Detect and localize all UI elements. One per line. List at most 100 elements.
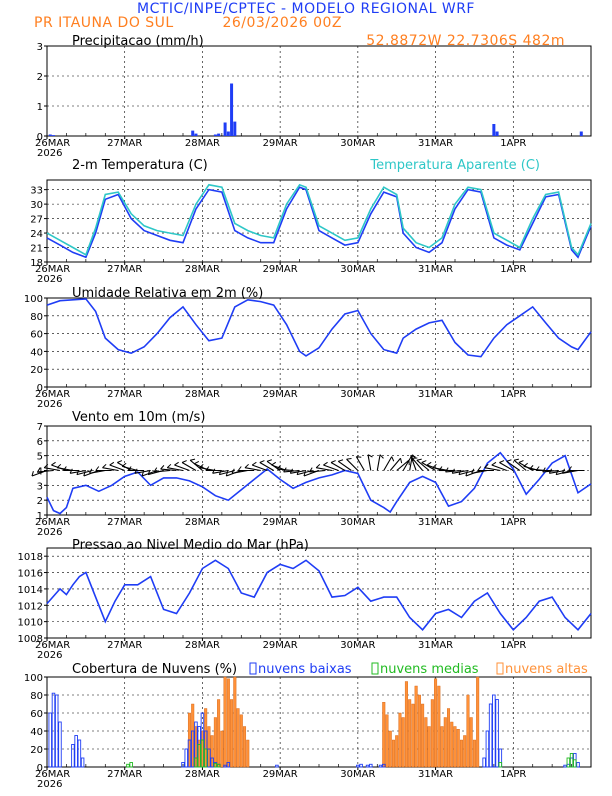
cloud-bar-nuvens-altas — [476, 677, 479, 767]
x-tick-label: 1APR — [500, 640, 526, 651]
y-tick-label: 100 — [24, 294, 43, 305]
x-tick-label: 29MAR — [263, 517, 298, 528]
cloud-bar-nuvens-altas — [221, 731, 224, 767]
y-tick-label: 7 — [37, 422, 43, 433]
wind-barb-flag — [492, 462, 496, 465]
precip-bar — [217, 134, 220, 136]
cloud-bar-nuvens-altas — [441, 727, 444, 768]
wind-barb-flag — [392, 457, 394, 462]
cloud-bar-nuvens-altas — [237, 709, 240, 768]
x-tick-label: 31MAR — [418, 517, 453, 528]
cloud-legend-label: nuvens medias — [380, 662, 479, 677]
cloud-bar-nuvens-altas — [412, 704, 415, 767]
x-tick-label: 28MAR — [185, 769, 220, 780]
precip-title: Precipitacao (mm/h) — [72, 34, 204, 49]
wind-barb-flag — [356, 457, 361, 458]
clouds-title: Cobertura de Nuvens (%) — [72, 662, 237, 677]
cloud-bar-nuvens-altas — [389, 731, 392, 767]
wind-barb — [368, 455, 371, 471]
year-label: 2026 — [37, 399, 62, 410]
cloud-bar-nuvens-medias — [574, 760, 577, 767]
cloud-bar-nuvens-altas — [246, 740, 249, 767]
cloud-bar-nuvens-altas — [399, 713, 402, 767]
cloud-bar-nuvens-baixas — [276, 765, 279, 767]
wind-barb-flag — [499, 461, 504, 463]
precip-bar — [52, 135, 55, 136]
wind-barb — [356, 457, 364, 471]
wind-barb-flag — [245, 464, 249, 467]
y-tick-label: 20 — [30, 365, 43, 376]
precip-bar — [492, 124, 495, 136]
cloud-legend-swatch — [250, 663, 256, 674]
cloud-bar-nuvens-altas — [467, 695, 470, 767]
cloud-bar-nuvens-altas — [392, 740, 395, 767]
cloud-bar-nuvens-altas — [405, 682, 408, 768]
cloud-bar-nuvens-altas — [434, 679, 437, 767]
cloud-bar-nuvens-baixas — [55, 695, 58, 767]
cloud-bar-nuvens-baixas — [72, 745, 75, 768]
wind-barb-flag — [238, 467, 241, 471]
cloud-bar-nuvens-altas — [402, 718, 405, 768]
x-tick-label: 1APR — [500, 389, 526, 400]
cloud-bar-nuvens-baixas — [366, 765, 369, 767]
wind-barb-flag — [478, 467, 481, 471]
clouds-frame — [47, 677, 591, 767]
precip-bar — [49, 135, 52, 137]
cloud-bar-nuvens-altas — [415, 686, 418, 767]
y-tick-label: 80 — [30, 691, 43, 702]
y-tick-label: 5 — [37, 452, 43, 463]
cloud-bar-nuvens-altas — [408, 700, 411, 768]
cloud-bar-nuvens-altas — [470, 718, 473, 768]
cloud-bar-nuvens-baixas — [379, 765, 382, 767]
rh-title: Umidade Relativa em 2m (%) — [72, 286, 263, 301]
y-tick-label: 3 — [37, 42, 43, 53]
y-tick-label: 1 — [37, 102, 43, 113]
x-tick-label: 31MAR — [418, 138, 453, 149]
x-tick-label: 30MAR — [340, 640, 375, 651]
y-tick-label: 1008 — [18, 634, 43, 645]
cloud-legend-label: nuvens baixas — [258, 662, 352, 677]
y-tick-label: 60 — [30, 709, 43, 720]
rh-series-line — [47, 299, 591, 357]
y-tick-label: 0 — [37, 763, 43, 774]
cloud-bar-nuvens-altas — [386, 715, 389, 767]
wind-barb-flag — [380, 455, 383, 459]
cloud-bar-nuvens-medias — [130, 763, 133, 768]
y-tick-label: 1014 — [18, 585, 43, 596]
coordinates: 52.8872W 22.7306S 482m — [366, 33, 565, 49]
cloud-bar-nuvens-altas — [230, 700, 233, 768]
apparent-temp-legend: Temperatura Aparente (C) — [369, 158, 540, 173]
y-tick-label: 30 — [30, 200, 43, 211]
temp-title: 2-m Temperatura (C) — [72, 158, 208, 173]
wind-barb-flag — [96, 467, 99, 471]
wind-barb-flag — [417, 459, 422, 460]
x-tick-label: 27MAR — [107, 517, 142, 528]
y-tick-label: 80 — [30, 312, 43, 323]
year-label: 2026 — [37, 148, 62, 159]
run-date: 26/03/2026 00Z — [222, 15, 342, 31]
wind-barb-flag — [252, 462, 256, 465]
wind-barb-flag — [182, 461, 187, 463]
y-tick-label: 100 — [24, 673, 43, 684]
x-tick-label: 28MAR — [185, 138, 220, 149]
wind-barb-flag — [272, 462, 276, 465]
y-tick-label: 1010 — [18, 618, 43, 629]
wind-barb-flag — [102, 464, 106, 467]
wind-barb — [384, 457, 392, 471]
cloud-bar-nuvens-altas — [450, 722, 453, 767]
cloud-bar-nuvens-baixas — [59, 722, 62, 767]
y-tick-label: 0 — [37, 132, 43, 143]
x-tick-label: 29MAR — [263, 769, 298, 780]
year-label: 2026 — [37, 274, 62, 285]
year-label: 2026 — [37, 650, 62, 661]
cloud-bar-nuvens-baixas — [52, 693, 55, 767]
cloud-bar-nuvens-baixas — [370, 764, 373, 767]
x-tick-label: 1APR — [500, 138, 526, 149]
y-tick-label: 1 — [37, 511, 43, 522]
y-tick-label: 6 — [37, 437, 43, 448]
wind-barb-flag — [401, 458, 402, 463]
cloud-bar-nuvens-baixas — [49, 713, 52, 767]
cloud-bar-nuvens-baixas — [489, 704, 492, 767]
